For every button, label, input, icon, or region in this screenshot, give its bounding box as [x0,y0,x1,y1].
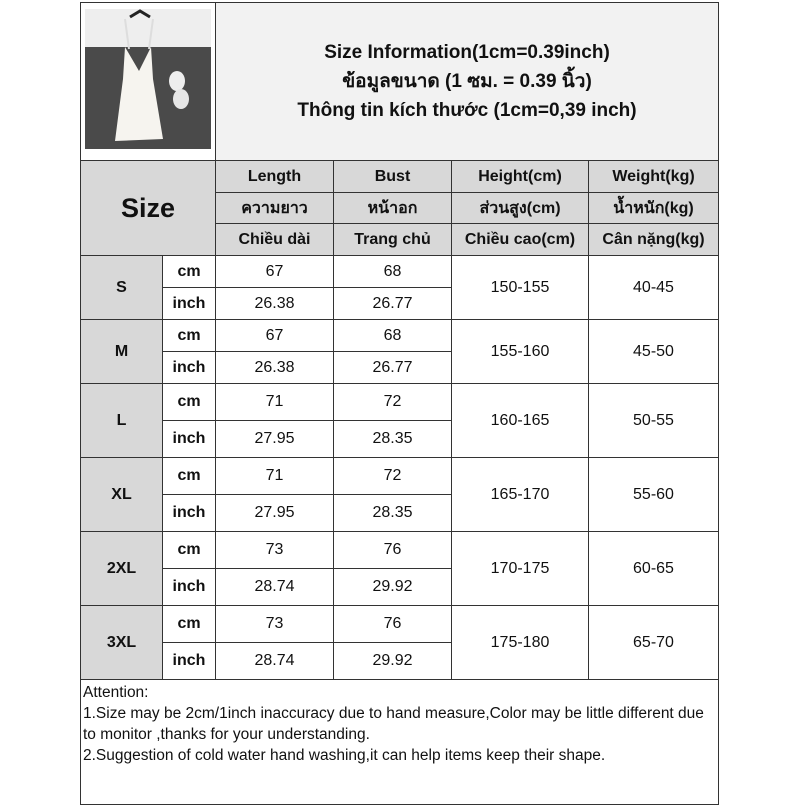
title-thai: ข้อมูลขนาด (1 ซม. = 0.39 นิ้ว) [342,71,592,92]
size-row: 3XL cm 73 76 175-180 65-70 [80,605,719,680]
unit-inch: inch [162,287,216,320]
bust-cm: 72 [333,457,452,495]
weight-range: 55-60 [588,457,719,532]
size-info-header: Size Information(1cm=0.39inch) ข้อมูลขนา… [215,2,719,161]
size-column-header: Size [80,160,216,256]
size-row-inch: inch 27.95 28.35 [81,420,719,458]
size-label: L [80,383,163,458]
length-inch: 26.38 [215,351,334,384]
length-cm: 73 [215,531,334,569]
size-label: M [80,319,163,384]
bust-inch: 28.35 [333,494,452,532]
height-range: 150-155 [451,255,589,320]
header-length-en: Length [215,160,334,193]
unit-inch: inch [162,494,216,532]
bust-cm: 68 [333,319,452,352]
size-row-inch: inch 27.95 28.35 [81,494,719,532]
weight-range: 60-65 [588,531,719,606]
bust-inch: 26.77 [333,351,452,384]
length-inch: 27.95 [215,420,334,458]
size-row: 2XL cm 73 76 170-175 60-65 [80,531,719,606]
weight-range: 50-55 [588,383,719,458]
size-row-inch: inch 26.38 26.77 [81,287,719,320]
unit-inch: inch [162,351,216,384]
height-range: 160-165 [451,383,589,458]
header-weight-vi: Cân nặng(kg) [588,223,719,256]
size-label: 3XL [80,605,163,680]
size-label: XL [80,457,163,532]
size-label: S [80,255,163,320]
weight-range: 45-50 [588,319,719,384]
height-range: 165-170 [451,457,589,532]
length-inch: 28.74 [215,642,334,680]
header-weight-en: Weight(kg) [588,160,719,193]
header-bust-th: หน้าอก [333,192,452,224]
header-height-th: ส่วนสูง(cm) [451,192,589,224]
bust-inch: 29.92 [333,642,452,680]
length-cm: 73 [215,605,334,643]
weight-range: 65-70 [588,605,719,680]
unit-cm: cm [162,255,216,288]
title-vietnamese: Thông tin kích thước (1cm=0,39 inch) [297,100,637,121]
bust-inch: 29.92 [333,568,452,606]
unit-cm: cm [162,531,216,569]
unit-cm: cm [162,457,216,495]
size-table: Size Information(1cm=0.39inch) ข้อมูลขนา… [80,2,719,805]
length-inch: 26.38 [215,287,334,320]
bust-cm: 76 [333,531,452,569]
height-range: 175-180 [451,605,589,680]
weight-range: 40-45 [588,255,719,320]
header-height-vi: Chiều cao(cm) [451,223,589,256]
header-length-vi: Chiều dài [215,223,334,256]
unit-cm: cm [162,383,216,421]
header-bust-en: Bust [333,160,452,193]
unit-inch: inch [162,568,216,606]
size-chart: Size Information(1cm=0.39inch) ข้อมูลขนา… [80,2,719,805]
length-cm: 67 [215,255,334,288]
unit-cm: cm [162,605,216,643]
height-range: 170-175 [451,531,589,606]
size-label: 2XL [80,531,163,606]
size-row: S cm 67 68 150-155 40-45 [80,255,719,320]
bust-inch: 28.35 [333,420,452,458]
attention-notes: Attention: 1.Size may be 2cm/1inch inacc… [80,679,719,805]
size-row: L cm 71 72 160-165 50-55 [80,383,719,458]
length-cm: 71 [215,383,334,421]
bust-inch: 26.77 [333,287,452,320]
length-inch: 27.95 [215,494,334,532]
attention-heading: Attention: [83,684,149,701]
size-row: M cm 67 68 155-160 45-50 [80,319,719,384]
length-inch: 28.74 [215,568,334,606]
bust-cm: 68 [333,255,452,288]
length-cm: 71 [215,457,334,495]
unit-cm: cm [162,319,216,352]
header-bust-vi: Trang chủ [333,223,452,256]
unit-inch: inch [162,420,216,458]
header-length-th: ความยาว [215,192,334,224]
dress-image [85,9,211,149]
size-row: XL cm 71 72 165-170 55-60 [80,457,719,532]
height-range: 155-160 [451,319,589,384]
size-row-inch: inch 28.74 29.92 [81,642,719,680]
bust-cm: 72 [333,383,452,421]
product-photo [80,2,216,161]
attention-note-2: 2.Suggestion of cold water hand washing,… [83,747,606,764]
header-weight-th: น้ำหนัก(kg) [588,192,719,224]
bust-cm: 76 [333,605,452,643]
attention-note-1: 1.Size may be 2cm/1inch inaccuracy due t… [83,705,704,743]
title-english: Size Information(1cm=0.39inch) [324,42,610,63]
unit-inch: inch [162,642,216,680]
length-cm: 67 [215,319,334,352]
header-height-en: Height(cm) [451,160,589,193]
